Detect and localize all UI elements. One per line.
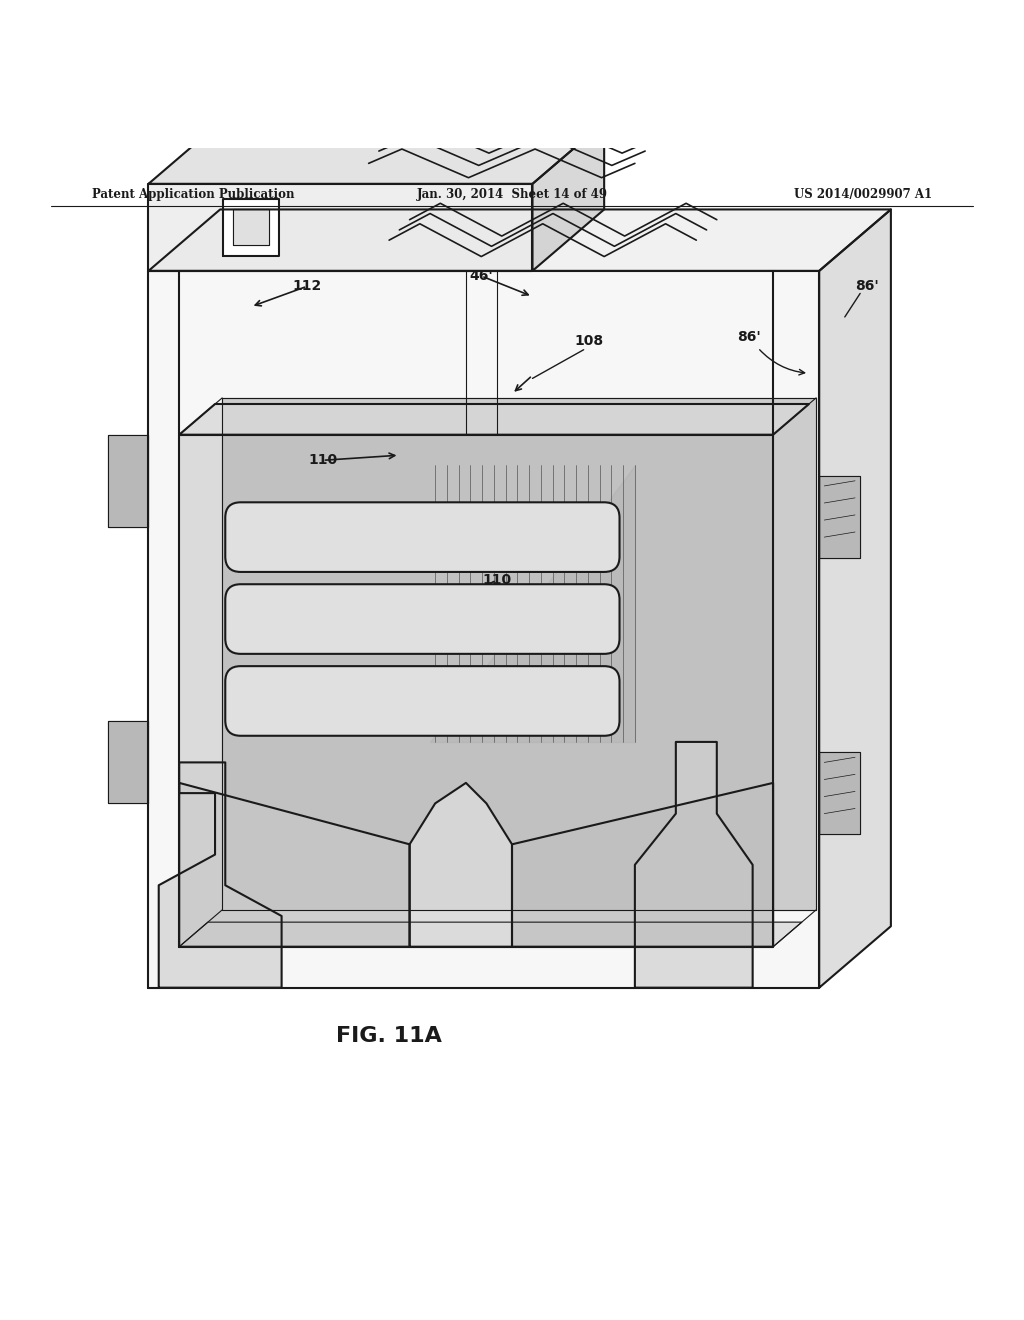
Polygon shape — [532, 123, 604, 271]
Text: Jan. 30, 2014  Sheet 14 of 49: Jan. 30, 2014 Sheet 14 of 49 — [417, 187, 607, 201]
Polygon shape — [222, 397, 816, 909]
Polygon shape — [819, 475, 860, 557]
Polygon shape — [108, 722, 148, 804]
Text: 112: 112 — [293, 280, 322, 293]
Polygon shape — [232, 210, 268, 246]
Polygon shape — [430, 466, 635, 742]
Polygon shape — [148, 123, 604, 183]
Polygon shape — [148, 271, 819, 987]
FancyArrowPatch shape — [760, 350, 805, 375]
Text: 86': 86' — [737, 330, 761, 345]
Polygon shape — [179, 783, 410, 946]
Text: 108: 108 — [574, 334, 603, 347]
Polygon shape — [148, 183, 532, 271]
Polygon shape — [819, 752, 860, 834]
FancyBboxPatch shape — [225, 503, 620, 572]
Text: 86': 86' — [855, 280, 879, 293]
FancyBboxPatch shape — [225, 585, 620, 653]
Text: 110: 110 — [482, 573, 511, 587]
Polygon shape — [179, 434, 773, 946]
Polygon shape — [819, 210, 891, 987]
Polygon shape — [179, 923, 802, 946]
Text: Patent Application Publication: Patent Application Publication — [92, 187, 295, 201]
Text: FIG. 11A: FIG. 11A — [336, 1026, 442, 1045]
Text: 46': 46' — [469, 269, 494, 282]
Polygon shape — [223, 199, 279, 256]
Polygon shape — [179, 404, 809, 434]
Polygon shape — [635, 742, 753, 987]
Text: 110: 110 — [308, 453, 337, 467]
Polygon shape — [512, 783, 773, 946]
Text: US 2014/0029907 A1: US 2014/0029907 A1 — [794, 187, 932, 201]
FancyBboxPatch shape — [225, 667, 620, 735]
Polygon shape — [410, 783, 512, 946]
Polygon shape — [108, 434, 148, 527]
Polygon shape — [148, 210, 891, 271]
Polygon shape — [159, 763, 282, 987]
